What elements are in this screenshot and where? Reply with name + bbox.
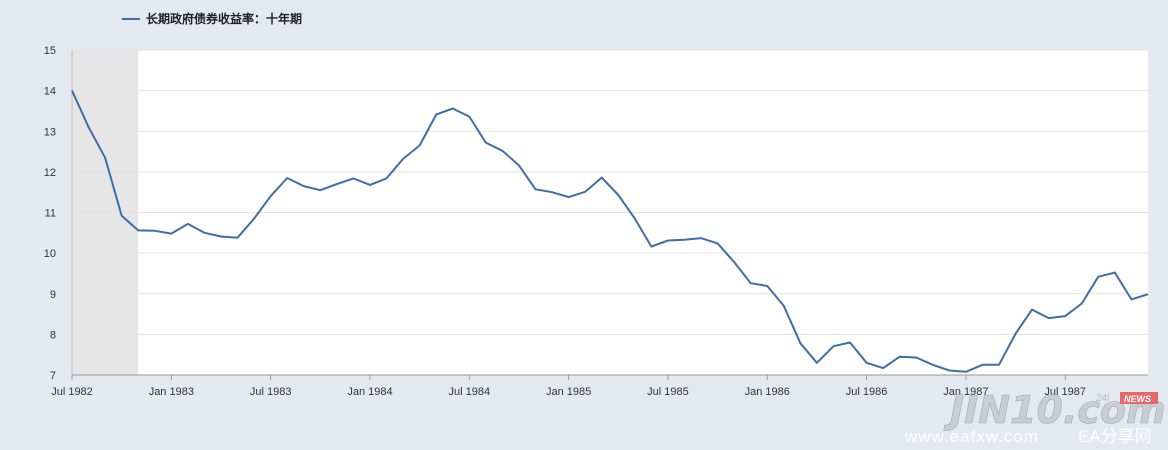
watermark: JIN10.com 24i NEWS www.eafxw.com EA分享网 bbox=[904, 388, 1166, 446]
gridlines bbox=[72, 49, 1148, 376]
watermark-site: www.eafxw.com bbox=[904, 427, 1039, 446]
watermark-site-cn: EA分享网 bbox=[1078, 427, 1152, 446]
x-tick-label: Jul 1982 bbox=[51, 386, 93, 398]
y-tick-label: 9 bbox=[50, 289, 56, 301]
y-tick-label: 10 bbox=[44, 248, 56, 260]
y-tick-label: 8 bbox=[50, 329, 56, 341]
y-axis: 7 8 9 10 11 12 13 14 15 bbox=[44, 45, 56, 382]
y-tick-label: 15 bbox=[44, 45, 56, 57]
x-tick-label: Jan 1987 bbox=[943, 386, 988, 398]
x-tick-label: Jan 1986 bbox=[745, 386, 790, 398]
series-layer bbox=[71, 90, 1149, 373]
series-line bbox=[71, 90, 1149, 373]
watermark-badge-news: NEWS bbox=[1124, 394, 1151, 404]
x-tick-label: Jul 1984 bbox=[448, 386, 490, 398]
x-axis: Jul 1982 Jan 1983 Jul 1983 Jan 1984 Jul 1984… bbox=[51, 50, 1148, 398]
y-tick-label: 11 bbox=[45, 208, 56, 220]
watermark-badge-number: 24i bbox=[1095, 393, 1110, 404]
x-tick-label: Jan 1984 bbox=[347, 386, 392, 398]
x-tick-label: Jul 1986 bbox=[846, 386, 888, 398]
y-tick-label: 14 bbox=[44, 86, 56, 98]
y-tick-label: 7 bbox=[50, 370, 56, 382]
y-tick-label: 13 bbox=[44, 126, 56, 138]
x-tick-label: Jul 1985 bbox=[647, 386, 689, 398]
x-tick-label: Jul 1987 bbox=[1044, 386, 1086, 398]
legend[interactable]: 长期政府债券收益率：十年期 bbox=[122, 11, 302, 26]
y-tick-label: 12 bbox=[44, 167, 56, 179]
x-tick-label: Jan 1985 bbox=[546, 386, 591, 398]
legend-label: 长期政府债券收益率：十年期 bbox=[146, 11, 302, 26]
x-tick-label: Jan 1983 bbox=[149, 386, 194, 398]
watermark-badge-box bbox=[1120, 392, 1158, 404]
x-tick-label: Jul 1983 bbox=[250, 386, 292, 398]
